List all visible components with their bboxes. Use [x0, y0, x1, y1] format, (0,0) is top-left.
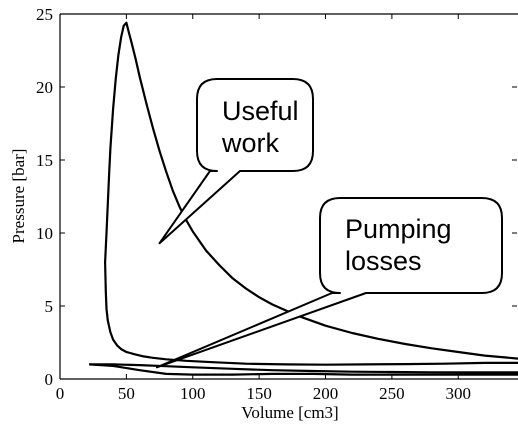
callout-text-2: Pumping	[345, 214, 452, 244]
callout-text-1: Useful	[222, 96, 299, 126]
y-tick-label: 15	[36, 151, 53, 170]
y-axis-label: Pressure [bar]	[9, 149, 28, 244]
x-tick-label: 300	[446, 384, 472, 403]
callout-text-1: work	[221, 128, 280, 158]
callout-bubble-2	[155, 197, 503, 369]
x-tick-label: 0	[56, 384, 65, 403]
series-line-3	[89, 363, 518, 376]
series-line-2	[89, 363, 518, 374]
callout-text-2: losses	[345, 246, 422, 276]
x-tick-label: 100	[180, 384, 206, 403]
x-tick-label: 50	[118, 384, 135, 403]
series-line-1	[104, 21, 518, 366]
x-axis-label: Volume [cm3]	[241, 403, 338, 422]
x-tick-label: 150	[246, 384, 272, 403]
callout-bubble-1	[158, 78, 314, 245]
plot-area	[60, 14, 518, 379]
y-tick-label: 5	[45, 297, 54, 316]
y-tick-label: 25	[36, 5, 53, 24]
y-tick-label: 0	[45, 370, 54, 389]
y-tick-label: 10	[36, 224, 53, 243]
y-tick-label: 20	[36, 78, 53, 97]
x-tick-label: 200	[313, 384, 339, 403]
x-tick-label: 250	[379, 384, 405, 403]
